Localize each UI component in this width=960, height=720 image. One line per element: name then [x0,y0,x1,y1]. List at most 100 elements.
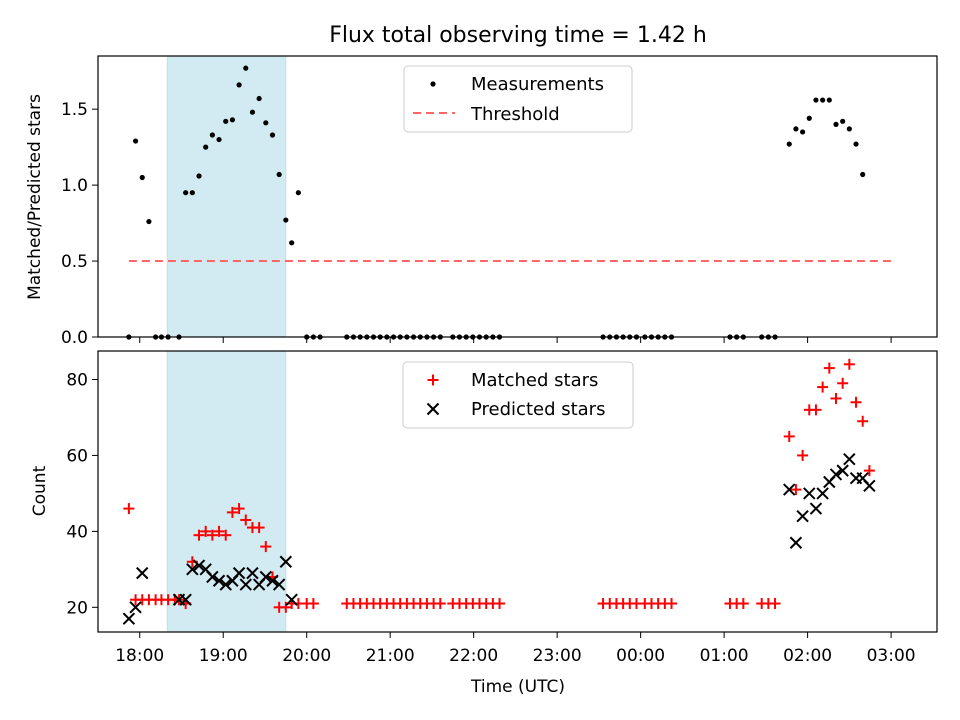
matched-star-point [260,541,272,553]
measurement-point [283,217,289,223]
measurement-point [289,240,295,246]
x-tick-label: 02:00 [783,646,832,666]
top-y-tick-label: 0.0 [61,328,88,348]
measurement-point [269,132,276,138]
matched-star-point [850,396,862,408]
matched-star-point [253,522,265,534]
predicted-star-point [212,574,226,587]
measurement-point [853,141,859,147]
legend-predicted-cross [426,402,440,416]
measurement-point [243,65,249,71]
x-tick-label: 00:00 [616,646,665,666]
bottom-highlight-band [166,350,287,633]
matched-star-point [200,525,212,537]
measurement-point [183,190,189,196]
measurement-point [216,136,222,143]
x-tick-label: 21:00 [366,646,415,666]
matched-star-point [790,484,802,496]
legend-measurements-marker [430,81,436,87]
matched-star-point [280,601,292,613]
bottom-y-tick-label: 20 [66,598,88,618]
top-y-ticks: 0.0 0.5 1.0 1.5 [61,100,98,348]
measurement-point [846,126,852,132]
measurement-point [813,97,819,103]
legend-matched-label: Matched stars [471,370,598,391]
x-tick-label: 19:00 [199,646,248,666]
measurement-point [806,115,812,121]
predicted-star-point [816,487,829,500]
matched-star-point [769,598,781,610]
matched-star-point [737,598,749,610]
predicted-star-point [259,570,273,584]
measurement-point [263,120,269,126]
bottom-y-tick-label: 40 [66,522,88,542]
top-panel: 0.0 0.5 1.0 1.5 Flux total observing time =… [25,23,938,348]
predicted-star-point [836,464,849,477]
measurement-point [860,171,866,178]
top-y-axis-label: Matched/Predicted stars [25,94,45,300]
predicted-star-point [206,570,219,584]
top-y-tick-label: 1.5 [61,100,88,120]
matched-star-point [233,503,245,515]
chart-title: Flux total observing time = 1.42 h [329,23,707,48]
matched-star-point [823,362,835,374]
measurement-point [229,117,236,123]
measurement-point [189,190,195,196]
predicted-star-point [246,566,259,580]
matched-star-point [857,415,869,427]
matched-star-point [220,529,232,541]
bottom-axes-frame [97,350,938,633]
predicted-star-point [192,559,206,572]
measurement-point [236,82,242,88]
legend-matched-plus [427,374,439,386]
legend-threshold-label: Threshold [470,104,560,125]
measurement-point [256,95,262,102]
predicted-star-point [809,502,823,515]
top-legend: Measurements Threshold [403,65,633,133]
measurement-point [799,129,806,135]
x-tick-label: 03:00 [867,646,916,666]
top-x-ticks [139,337,892,343]
predicted-star-point [186,563,199,576]
measurement-point [276,171,282,178]
bottom-y-tick-label: 60 [66,446,88,466]
predicted-star-point [843,453,856,466]
bottom-y-ticks: 20 40 60 80 [66,370,98,618]
x-tick-label: 23:00 [533,646,582,666]
predicted-star-point [136,566,149,580]
matched-star-point [240,514,252,526]
predicted-star-point [232,566,246,580]
matched-stars-points [123,358,875,613]
measurement-point [132,138,139,144]
predicted-star-point [239,578,252,591]
matched-star-point [830,392,842,404]
predicted-star-point [783,483,796,496]
predicted-star-point [219,578,232,591]
measurement-point [786,141,792,147]
x-tick-label: 18:00 [115,646,164,666]
measurement-point [146,218,152,225]
bottom-x-ticks: 18:00 19:00 20:00 21:00 22:00 23:00 00:00 01:00… [115,632,916,666]
measurement-point [833,121,839,127]
measurement-point [840,118,846,124]
x-tick-label: 22:00 [449,646,498,666]
x-axis-label: Time (UTC) [470,677,565,697]
top-axes-frame [97,55,938,338]
matched-star-point [797,449,809,461]
matched-star-point [783,430,795,442]
bottom-y-tick-label: 80 [66,370,88,390]
matched-star-point [863,465,875,477]
predicted-star-point [266,574,279,587]
legend-predicted-marker [426,402,440,416]
matched-star-point [810,404,822,416]
predicted-star-point [796,509,809,523]
predicted-star-point [863,479,876,493]
measurement-point [826,97,832,103]
matched-star-point [193,529,205,541]
top-legend-box [403,65,633,133]
legend-matched-marker [427,374,439,386]
legend-predicted-label: Predicted stars [471,399,605,420]
top-y-tick-label: 0.5 [61,252,88,272]
predicted-star-point [803,487,816,500]
